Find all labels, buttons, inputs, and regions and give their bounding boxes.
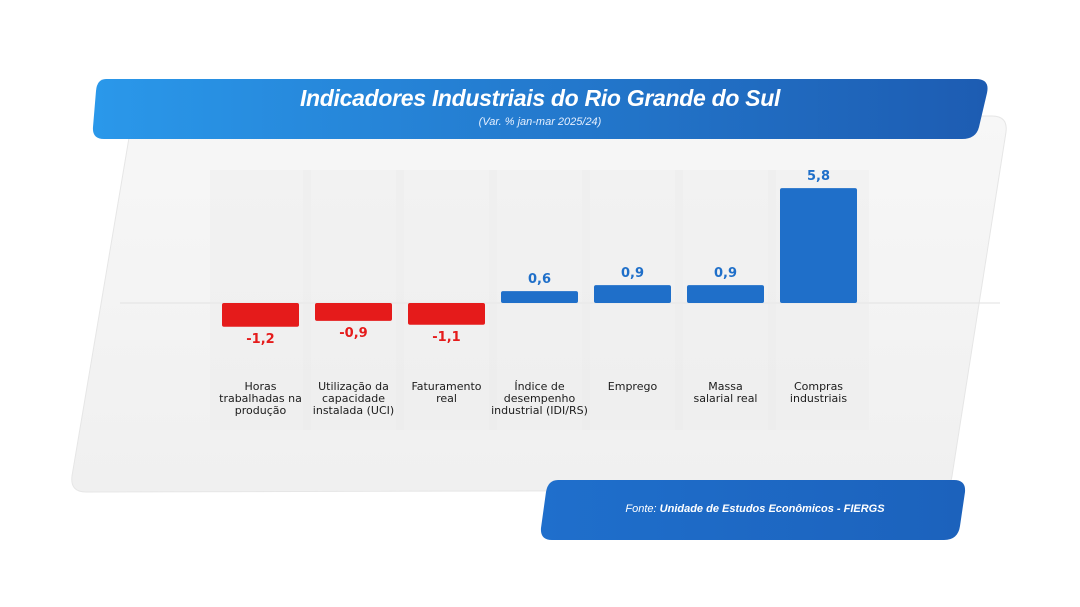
bar-value-label: 0,9 [621, 266, 644, 281]
bar [408, 303, 485, 325]
source-prefix: Fonte: [625, 503, 657, 515]
category-label: Utilização da capacidade instalada (UCI) [312, 380, 395, 417]
category-column-background [210, 170, 311, 430]
category-column-background [396, 170, 497, 430]
bar [501, 291, 578, 303]
bar [594, 285, 671, 303]
bar-value-label: -1,1 [432, 330, 460, 345]
bar-value-label: -0,9 [339, 326, 367, 341]
bar [687, 285, 764, 303]
source-name: Unidade de Estudos Econômicos - FIERGS [659, 503, 885, 515]
bar-value-label: 0,6 [528, 272, 551, 287]
title-banner [92, 79, 988, 139]
category-label: Compras industriais [789, 380, 848, 405]
category-label: Massa salarial real [693, 380, 758, 405]
category-label: Faturamento real [411, 380, 482, 405]
bar-value-label: 5,8 [807, 169, 830, 184]
category-column-background [303, 170, 404, 430]
source-note: Fonte: Unidade de Estudos Econômicos - F… [545, 503, 965, 515]
category-label: Horas trabalhadas na produção [219, 380, 302, 417]
category-label: Emprego [607, 380, 658, 393]
bar-value-label: -1,2 [246, 332, 274, 347]
bar [780, 188, 857, 303]
source-banner [540, 480, 966, 540]
chart-subtitle: (Var. % jan-mar 2025/24) [478, 116, 602, 128]
chart-title: Indicadores Industriais do Rio Grande do… [299, 85, 781, 111]
bar [315, 303, 392, 321]
bar-value-label: 0,9 [714, 266, 737, 281]
bar [222, 303, 299, 327]
category-label: Índice de desempenho industrial (IDI/RS) [491, 380, 588, 417]
